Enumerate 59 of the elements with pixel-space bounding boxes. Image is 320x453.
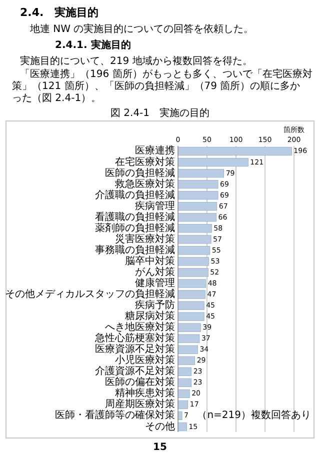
bar [178,213,216,222]
y-tick-label: 医療連携 [135,144,175,157]
bar [178,224,212,233]
bar [178,190,218,200]
bar [178,345,198,354]
bar [178,323,201,332]
bar [178,158,248,167]
bar [178,168,224,178]
bar [178,378,192,388]
bar [178,400,188,410]
bar [178,279,206,288]
bar [178,246,210,255]
text: 15 [153,442,167,453]
y-tick-label: 健康管理 [135,276,175,289]
bar [178,356,196,365]
y-tick-label: 脳卒中対策 [125,254,175,267]
y-tick-label: 疾病予防 [135,299,175,312]
y-tick-label: 介護資源不足対策 [95,365,175,378]
y-tick-label: 介護職の負担軽減 [95,188,175,201]
bar [178,257,209,266]
y-tick-label: 急性心筋梗塞対策 [94,332,175,344]
y-tick-label: 薬剤師の負担軽減 [95,222,175,234]
y-tick-label: 小児医療対策 [115,354,175,366]
bar [178,202,218,211]
y-tick-label: 疾病管理 [135,200,175,212]
y-tick-label: 救急医療対策 [114,178,175,190]
bar [178,290,206,299]
text: 実施目的について、219 地域から複数回答を得た。 [20,55,252,67]
bar [178,235,212,244]
chart-title: 図 2.4-1 実施の目的 [110,107,210,119]
text: 「医療連携」（196 箇所）がもっとも多く、ついで「在宅医療対策」（121 箇所）、「医師の負担軽減」（79 箇所）の順に多かった（図 2.4-1）。 [12,68,312,104]
y-tick-label: 精神疾患対策 [115,387,175,400]
y-tick-label: 糖尿病対策 [125,310,175,322]
bar [178,312,204,321]
y-tick-label: 医師の負担軽減 [105,166,175,179]
bar [178,334,200,343]
y-tick-label: がん対策 [135,266,175,278]
bar [178,301,204,310]
y-tick-label: その他メディカルスタッフの負担軽減 [5,288,175,300]
bar [178,367,192,376]
bar [178,422,187,432]
y-tick-label: その他 [145,420,175,432]
y-tick-label: 医師の偏在対策 [105,376,175,388]
y-tick-label: 在宅医療対策 [115,156,175,168]
bar [178,180,218,189]
text: 2.4. 実施目的 [20,6,99,19]
y-tick-label: 事務職の負担軽減 [95,244,175,256]
bar [178,268,208,277]
y-tick-label: 災害医療対策 [115,232,175,245]
y-tick-label: 医療資源不足対策 [95,343,175,356]
text: 2.4.1. 実施目的 [55,39,131,51]
bar [178,146,292,156]
y-tick-label: へき地医療対策 [105,321,175,334]
y-tick-label: 看護職の負担軽減 [95,210,175,223]
y-tick-label: 周産期医療対策 [105,398,175,410]
annotation: （n=219）複数回答あり [197,409,311,422]
bar [178,389,190,398]
y-tick-label: 医師・看護師等の確保対策 [55,409,175,422]
text: 地連 NW の実施目的についての回答を依頼した。 [29,23,254,35]
